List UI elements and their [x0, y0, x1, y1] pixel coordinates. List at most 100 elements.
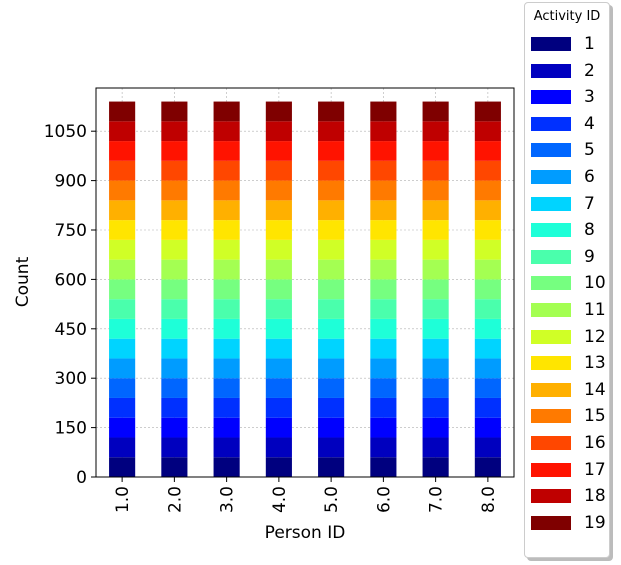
legend-label: 4 [584, 113, 595, 134]
legend-item-activity-13: 13 [531, 353, 609, 373]
bar-segment-person-4.0-activity-3 [265, 417, 292, 438]
legend-item-activity-15: 15 [531, 406, 609, 426]
legend-label: 11 [584, 300, 606, 320]
y-axis: 0 150 300 450 600 750 900 1050 [44, 122, 96, 488]
bar-segment-person-3.0-activity-8 [213, 318, 240, 339]
bar-segment-person-1.0-activity-7 [109, 338, 136, 359]
y-tick-label: 150 [55, 419, 87, 439]
bar-segment-person-3.0-activity-14 [213, 200, 240, 221]
y-tick-label: 300 [55, 369, 87, 389]
legend-label: 7 [584, 193, 595, 214]
legend-label: 14 [584, 379, 606, 400]
legend: Activity ID 1 2 3 4 5 6 7 8 9 10 11 12 13 14 15 16 17 18 1… [524, 2, 610, 558]
bar-segment-person-3.0-activity-17 [213, 141, 240, 161]
bar-segment-person-3.0-activity-1 [213, 457, 240, 477]
bar-segment-person-6.0-activity-8 [370, 318, 397, 339]
legend-swatch [531, 249, 571, 264]
legend-swatch [531, 196, 571, 211]
bar-segment-person-4.0-activity-14 [265, 200, 292, 221]
legend-label: 12 [584, 326, 606, 347]
bar-segment-person-7.0-activity-16 [422, 160, 449, 181]
legend-swatch [531, 63, 571, 78]
bar-segment-person-6.0-activity-4 [370, 397, 397, 418]
bar-segment-person-3.0-activity-11 [213, 259, 240, 280]
bar-segment-person-5.0-activity-18 [318, 121, 345, 142]
bar-segment-person-6.0-activity-7 [370, 338, 397, 359]
bar-segment-person-5.0-activity-4 [318, 397, 345, 418]
legend-label: 5 [584, 140, 595, 161]
legend-swatch [531, 356, 571, 371]
bar-segment-person-7.0-activity-17 [422, 141, 449, 161]
bar-segment-person-4.0-activity-5 [265, 378, 292, 398]
bar-segment-person-2.0-activity-16 [161, 160, 188, 181]
bar-segment-person-1.0-activity-12 [109, 239, 136, 260]
legend-swatch [531, 276, 571, 291]
legend-swatch [531, 223, 571, 238]
bar-segment-person-7.0-activity-14 [422, 200, 449, 221]
bar-segment-person-6.0-activity-18 [370, 121, 397, 142]
bar-segment-person-4.0-activity-11 [265, 259, 292, 280]
bar-segment-person-7.0-activity-5 [422, 378, 449, 398]
legend-label: 13 [584, 353, 606, 374]
bar-segment-person-1.0-activity-1 [109, 457, 136, 477]
bar-segment-person-1.0-activity-10 [109, 279, 136, 300]
bar-segment-person-7.0-activity-3 [422, 417, 449, 438]
legend-item-activity-18: 18 [531, 486, 609, 506]
bar-segment-person-3.0-activity-5 [213, 378, 240, 398]
legend-swatch [531, 409, 571, 424]
legend-item-activity-1: 1 [531, 34, 609, 54]
bar-segment-person-8.0-activity-10 [474, 279, 501, 300]
bar-segment-person-4.0-activity-7 [265, 338, 292, 359]
bar-segment-person-2.0-activity-9 [161, 299, 188, 319]
y-tick-label: 750 [55, 221, 87, 241]
bar-segment-person-8.0-activity-1 [474, 457, 501, 477]
legend-item-activity-16: 16 [531, 433, 609, 453]
legend-swatch [531, 436, 571, 450]
legend-item-activity-3: 3 [531, 87, 609, 107]
bar-segment-person-5.0-activity-14 [318, 200, 345, 221]
legend-item-activity-7: 7 [531, 194, 609, 214]
legend-swatch [531, 329, 571, 344]
bar-segment-person-2.0-activity-3 [161, 417, 188, 438]
y-tick-label: 600 [55, 270, 87, 290]
bar-segment-person-2.0-activity-7 [161, 338, 188, 359]
bar-segment-person-8.0-activity-9 [474, 299, 501, 319]
legend-item-activity-12: 12 [531, 327, 609, 347]
legend-item-activity-8: 8 [531, 220, 609, 240]
bar-segment-person-3.0-activity-9 [213, 299, 240, 319]
bar-segment-person-4.0-activity-8 [265, 318, 292, 339]
bar-segment-person-6.0-activity-9 [370, 299, 397, 319]
bar-segment-person-3.0-activity-6 [213, 358, 240, 379]
bar-segment-person-4.0-activity-6 [265, 358, 292, 379]
bar-segment-person-3.0-activity-4 [213, 397, 240, 418]
legend-item-activity-6: 6 [531, 167, 609, 187]
bar-segment-person-8.0-activity-2 [474, 437, 501, 458]
bar-segment-person-4.0-activity-10 [265, 279, 292, 300]
bar-segment-person-4.0-activity-17 [265, 141, 292, 161]
bar-segment-person-4.0-activity-16 [265, 160, 292, 181]
bar-segment-person-5.0-activity-13 [318, 220, 345, 240]
bar-segment-person-2.0-activity-2 [161, 437, 188, 458]
legend-swatch [531, 37, 571, 51]
legend-swatch [531, 515, 571, 530]
bar-segment-person-1.0-activity-9 [109, 299, 136, 319]
bar-segment-person-2.0-activity-15 [161, 180, 188, 201]
legend-item-activity-5: 5 [531, 140, 609, 160]
bar-segment-person-1.0-activity-14 [109, 200, 136, 221]
bar-segment-person-8.0-activity-5 [474, 378, 501, 398]
bar-segment-person-2.0-activity-5 [161, 378, 188, 398]
bar-segment-person-4.0-activity-15 [265, 180, 292, 201]
bar-segment-person-2.0-activity-8 [161, 318, 188, 339]
bar-segment-person-7.0-activity-19 [422, 101, 449, 122]
bar-segment-person-6.0-activity-2 [370, 437, 397, 458]
bar-segment-person-1.0-activity-13 [109, 220, 136, 240]
x-tick-label: 7.0 [427, 486, 447, 513]
bar-segment-person-8.0-activity-17 [474, 141, 501, 161]
bar-segment-person-1.0-activity-2 [109, 437, 136, 458]
legend-label: 1 [584, 34, 595, 54]
bar-segment-person-8.0-activity-7 [474, 338, 501, 359]
bar-segment-person-4.0-activity-18 [265, 121, 292, 142]
bar-segment-person-6.0-activity-12 [370, 239, 397, 260]
legend-label: 9 [584, 246, 595, 267]
bar-segment-person-3.0-activity-3 [213, 417, 240, 438]
